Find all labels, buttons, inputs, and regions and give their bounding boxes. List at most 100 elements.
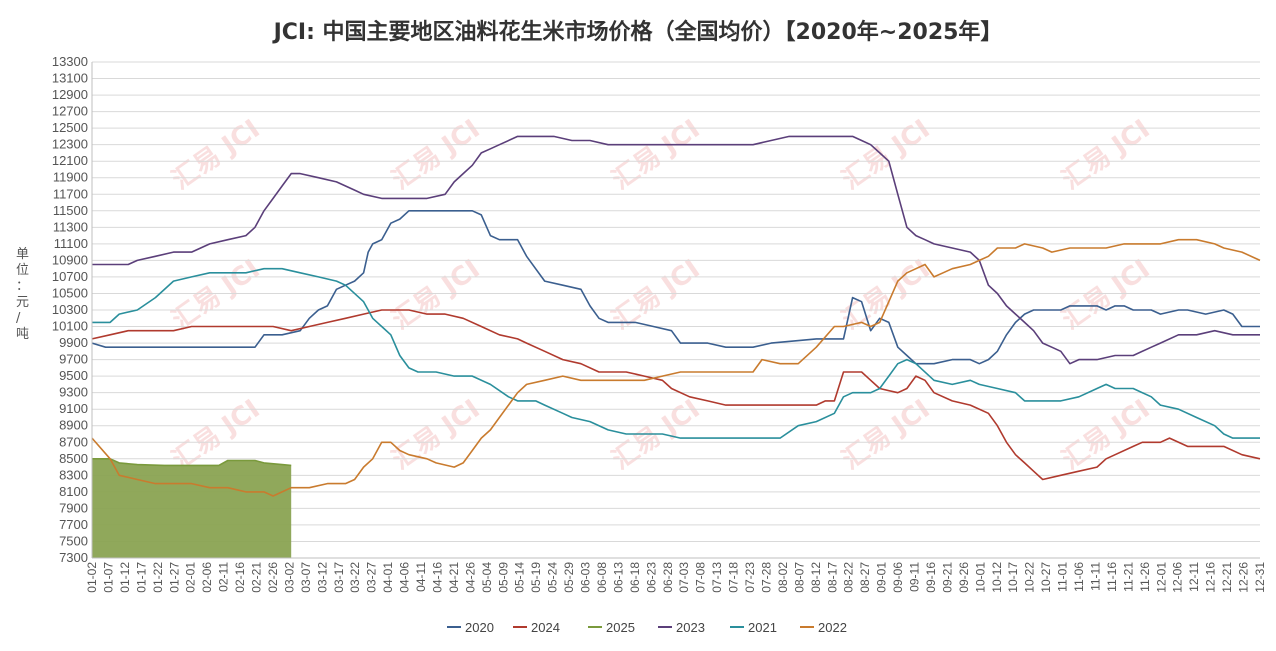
x-tick-label: 01-12 xyxy=(118,562,132,593)
x-tick-label: 11-11 xyxy=(1088,562,1102,591)
x-tick-label: 02-01 xyxy=(184,562,198,593)
x-tick-label: 07-13 xyxy=(710,562,724,593)
chart-title: JCI: 中国主要地区油料花生米市场价格（全国均价）【2020年~2025年】 xyxy=(273,20,1003,45)
x-tick-label: 08-22 xyxy=(842,562,856,593)
x-tick-label: 08-07 xyxy=(792,562,806,593)
y-tick-label: 12100 xyxy=(52,153,88,168)
y-tick-label: 10900 xyxy=(52,252,88,267)
legend-label-2025: 2025 xyxy=(606,620,635,635)
x-tick-label: 04-01 xyxy=(381,562,395,593)
x-tick-label: 03-12 xyxy=(315,562,329,593)
x-tick-label: 10-01 xyxy=(973,562,987,593)
legend-label-2024: 2024 xyxy=(531,620,560,635)
x-tick-label: 12-26 xyxy=(1237,562,1251,593)
y-tick-label: 12300 xyxy=(52,137,88,152)
y-tick-label: 12700 xyxy=(52,104,88,119)
series-line-2020 xyxy=(91,210,1260,365)
watermark-text: 汇易 JCI xyxy=(387,254,486,336)
x-tick-label: 09-06 xyxy=(891,562,905,593)
y-tick-label: 12500 xyxy=(52,120,88,135)
x-tick-label: 03-17 xyxy=(332,562,346,593)
x-tick-label: 11-01 xyxy=(1056,562,1070,592)
x-tick-label: 03-27 xyxy=(365,562,379,593)
watermark-layer: 汇易 JCI 汇易 JCI 汇易 JCI 汇易 JCI 汇易 JCI 汇易 JCI 汇易 J… xyxy=(167,114,1156,476)
y-axis-unit-char: 元 xyxy=(16,295,29,310)
watermark-text: 汇易 JCI xyxy=(387,114,486,196)
x-tick-label: 12-16 xyxy=(1204,562,1218,593)
x-tick-label: 04-26 xyxy=(463,562,477,593)
y-tick-label: 9100 xyxy=(59,401,88,416)
y-axis-unit-char: 吨 xyxy=(16,327,29,342)
x-tick-label: 11-21 xyxy=(1121,562,1135,592)
x-tick-label: 05-29 xyxy=(562,562,576,593)
y-tick-label: 9500 xyxy=(59,368,88,383)
series-line-2022 xyxy=(91,238,1261,497)
x-tick-label: 08-12 xyxy=(809,562,823,593)
y-tick-label: 13100 xyxy=(52,71,88,86)
x-tick-label: 07-23 xyxy=(743,562,757,593)
y-tick-label: 13300 xyxy=(52,54,88,69)
x-tick-label: 09-01 xyxy=(875,562,889,593)
x-tick-label: 06-03 xyxy=(579,562,593,593)
x-tick-label: 05-14 xyxy=(513,562,527,593)
x-tick-label: 01-27 xyxy=(167,562,181,593)
x-tick-label: 12-11 xyxy=(1187,562,1201,592)
y-axis-unit-char: ： xyxy=(16,279,29,294)
x-tick-label: 08-02 xyxy=(776,562,790,593)
x-tick-label: 03-22 xyxy=(348,562,362,593)
x-tick-label: 10-22 xyxy=(1023,562,1037,593)
series-line-2023 xyxy=(92,135,1260,365)
x-tick-label: 07-08 xyxy=(694,562,708,593)
y-tick-label: 11100 xyxy=(54,236,88,251)
watermark-text: 汇易 JCI xyxy=(607,114,706,196)
series-line-2025 xyxy=(92,457,292,467)
series-line-2021 xyxy=(92,267,1260,439)
legend: 2020 2024 2025 2023 2021 2022 xyxy=(447,620,847,635)
x-tick-label: 02-16 xyxy=(233,562,247,593)
x-tick-label: 12-21 xyxy=(1220,562,1234,593)
watermark-text: 汇易 JCI xyxy=(837,394,936,476)
y-tick-label: 7700 xyxy=(59,517,88,532)
x-tick-label: 09-21 xyxy=(940,562,954,593)
y-tick-label: 11900 xyxy=(53,170,88,185)
y-tick-label: 10300 xyxy=(52,302,88,317)
x-tick-label: 12-01 xyxy=(1154,562,1168,593)
legend-label-2022: 2022 xyxy=(818,620,847,635)
y-tick-label: 11700 xyxy=(53,186,88,201)
x-tick-label: 09-26 xyxy=(957,562,971,593)
x-tick-label: 04-21 xyxy=(447,562,461,593)
y-tick-label: 10500 xyxy=(52,285,88,300)
x-tick-label: 06-18 xyxy=(628,562,642,593)
legend-label-2020: 2020 xyxy=(465,620,494,635)
y-tick-label: 9300 xyxy=(59,385,88,400)
y-tick-label: 12900 xyxy=(52,87,88,102)
x-tick-label: 05-19 xyxy=(529,562,543,593)
y-axis-unit-char: 位 xyxy=(16,263,29,278)
legend-label-2023: 2023 xyxy=(676,620,705,635)
x-tick-label: 11-06 xyxy=(1072,562,1086,592)
x-tick-label: 05-04 xyxy=(480,562,494,593)
y-tick-label: 10100 xyxy=(52,319,88,334)
y-tick-label: 8500 xyxy=(59,451,88,466)
y-tick-label: 7900 xyxy=(59,500,88,515)
y-tick-label: 9700 xyxy=(59,352,88,367)
x-tick-label: 05-24 xyxy=(546,562,560,593)
x-tick-label: 08-27 xyxy=(858,562,872,593)
x-tick-label: 03-02 xyxy=(282,562,296,593)
x-tick-label: 11-26 xyxy=(1138,562,1152,592)
y-tick-label: 10700 xyxy=(52,269,88,284)
x-tick-label: 02-06 xyxy=(200,562,214,593)
x-axis: 01-02 01-07 01-12 01-17 01-22 01-27 02-01 02-06… xyxy=(85,557,1267,593)
x-tick-label: 12-06 xyxy=(1171,562,1185,593)
watermark-text: 汇易 JCI xyxy=(607,394,706,476)
x-tick-label: 07-28 xyxy=(759,562,773,593)
x-tick-label: 09-16 xyxy=(924,562,938,593)
y-axis-unit-char: / xyxy=(16,311,21,326)
x-tick-label: 10-17 xyxy=(1006,562,1020,593)
series-lines xyxy=(91,135,1261,497)
x-tick-label: 02-21 xyxy=(250,562,264,593)
y-tick-label: 7500 xyxy=(59,533,88,548)
y-tick-label: 9900 xyxy=(59,335,88,350)
